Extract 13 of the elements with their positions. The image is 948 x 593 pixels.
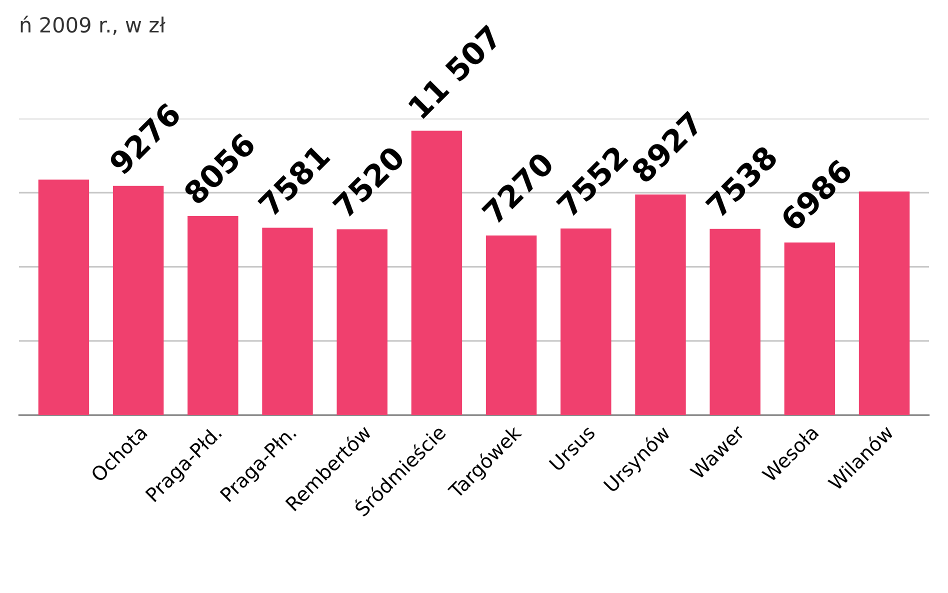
bar bbox=[635, 194, 686, 416]
bar bbox=[336, 229, 388, 416]
bar bbox=[112, 186, 164, 416]
bar bbox=[710, 228, 760, 416]
bar bbox=[784, 242, 836, 416]
bar bbox=[486, 235, 537, 416]
bar bbox=[858, 191, 910, 416]
bar bbox=[38, 180, 90, 416]
chart-title: ń 2009 r., w zł bbox=[20, 16, 166, 35]
bar bbox=[188, 216, 238, 416]
bar bbox=[262, 228, 313, 416]
bar bbox=[411, 130, 462, 416]
bar bbox=[560, 228, 612, 416]
